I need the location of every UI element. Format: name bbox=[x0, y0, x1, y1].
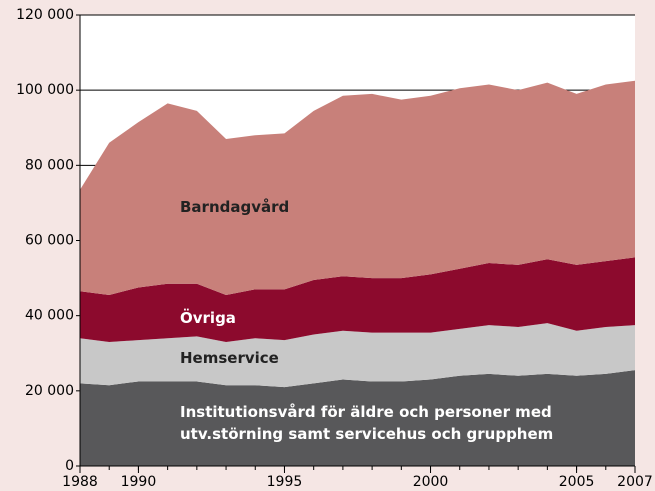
series-label: Barndagvård bbox=[180, 198, 290, 216]
series-label: Hemservice bbox=[180, 349, 279, 367]
x-tick-label: 1990 bbox=[121, 474, 157, 490]
y-tick-label: 100 000 bbox=[16, 82, 74, 98]
series-label: Institutionsvård för äldre och personer … bbox=[180, 403, 554, 443]
y-tick-label: 40 000 bbox=[25, 308, 74, 324]
area bbox=[80, 80, 635, 295]
x-tick-label: 2005 bbox=[559, 474, 595, 490]
area bbox=[80, 323, 635, 388]
y-tick-label: 0 bbox=[65, 458, 74, 474]
x-tick-label: 2007 bbox=[617, 474, 653, 490]
y-tick-label: 60 000 bbox=[25, 233, 74, 249]
y-tick-label: 120 000 bbox=[16, 7, 74, 23]
y-tick-label: 20 000 bbox=[25, 383, 74, 399]
x-tick-label: 1995 bbox=[267, 474, 303, 490]
series-label: Övriga bbox=[180, 309, 236, 327]
y-tick-label: 80 000 bbox=[25, 157, 74, 173]
x-tick-label: 1988 bbox=[62, 474, 98, 490]
x-tick-label: 2000 bbox=[413, 474, 449, 490]
area bbox=[80, 370, 635, 466]
area bbox=[80, 257, 635, 342]
